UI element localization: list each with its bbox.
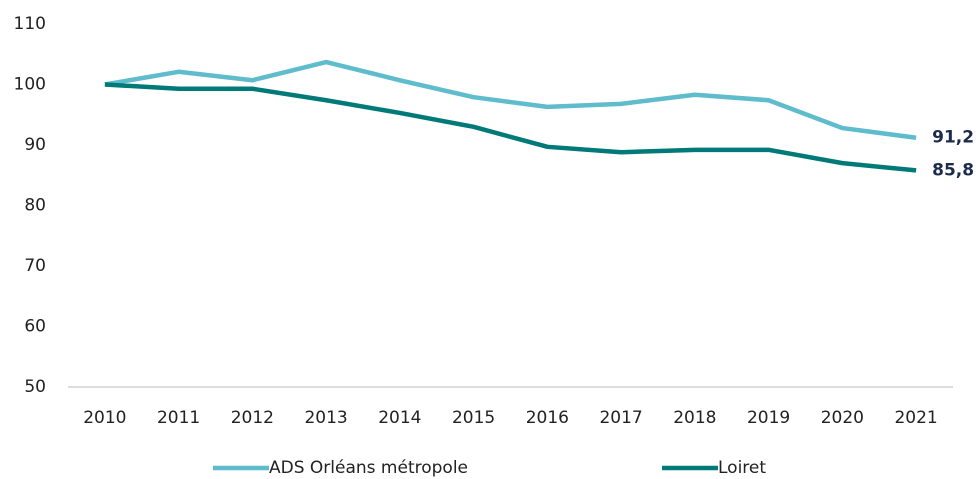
value-label: 85,8: [932, 160, 974, 180]
x-tick-label: 2018: [673, 408, 716, 428]
value-label: 91,2: [932, 128, 974, 148]
x-tick-label: 2015: [452, 408, 495, 428]
y-tick-label: 50: [24, 377, 46, 397]
legend-label: Loiret: [718, 458, 766, 478]
x-tick-label: 2017: [599, 408, 642, 428]
y-tick-label: 80: [24, 196, 46, 216]
x-tick-label: 2019: [747, 408, 790, 428]
y-tick-label: 100: [14, 75, 46, 95]
x-tick-label: 2014: [378, 408, 421, 428]
series-line: [104, 59, 917, 140]
y-tick-label: 60: [24, 317, 46, 337]
x-tick-label: 2011: [157, 408, 200, 428]
legend-label: ADS Orléans métropole: [269, 458, 468, 478]
x-tick-label: 2016: [526, 408, 569, 428]
y-tick-label: 70: [24, 256, 46, 276]
x-tick-label: 2020: [821, 408, 864, 428]
x-tick-label: 2021: [894, 408, 937, 428]
x-tick-label: 2010: [83, 408, 126, 428]
series-line: [104, 82, 917, 173]
x-tick-label: 2012: [231, 408, 274, 428]
x-tick-label: 2013: [304, 408, 347, 428]
y-tick-label: 90: [24, 135, 46, 155]
y-tick-label: 110: [14, 14, 46, 34]
